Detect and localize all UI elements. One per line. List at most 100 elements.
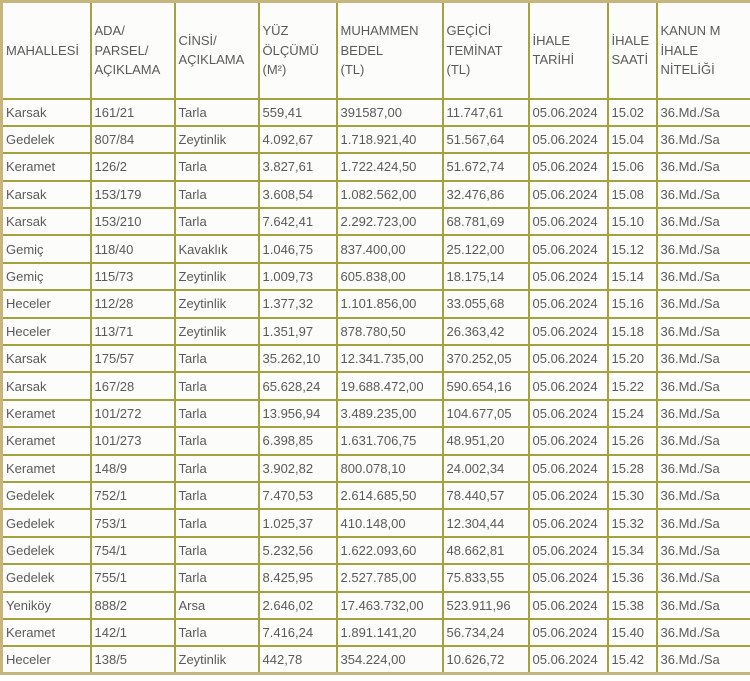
cell-mahallesi: Keramet bbox=[0, 426, 92, 456]
cell-teminat: 11.747,61 bbox=[441, 97, 530, 127]
cell-teminat: 10.626,72 bbox=[441, 645, 530, 675]
cell-teminat: 51.672,74 bbox=[441, 152, 530, 182]
cell-yuz: 7.642,41 bbox=[257, 207, 338, 237]
cell-yuz: 3.902,82 bbox=[257, 453, 338, 483]
cell-tarih: 05.06.2024 bbox=[527, 617, 609, 648]
cell-ada: 115/73 bbox=[89, 261, 176, 292]
cell-tarih: 05.06.2024 bbox=[527, 426, 609, 456]
cell-saat: 15.34 bbox=[606, 535, 658, 566]
cell-tarih: 05.06.2024 bbox=[527, 289, 609, 319]
cell-kanun: 36.Md./Sa bbox=[655, 207, 750, 237]
cell-kanun: 36.Md./Sa bbox=[655, 371, 750, 401]
cell-ada: 888/2 bbox=[89, 590, 176, 620]
cell-cinsi: Zeytinlik bbox=[173, 316, 260, 347]
table-row: Keramet 148/9 Tarla 3.902,82 800.078,10 24.00… bbox=[0, 453, 750, 483]
table-row: Keramet 101/272 Tarla 13.956,94 3.489.235,00… bbox=[0, 398, 750, 429]
cell-tarih: 05.06.2024 bbox=[527, 645, 609, 675]
table-row: Karsak 161/21 Tarla 559,41 391587,00 11.747,6… bbox=[0, 97, 750, 127]
cell-bedel: 354.224,00 bbox=[335, 645, 444, 675]
cell-tarih: 05.06.2024 bbox=[527, 508, 609, 538]
cell-saat: 15.30 bbox=[606, 480, 658, 511]
cell-tarih: 05.06.2024 bbox=[527, 563, 609, 593]
cell-teminat: 370.252,05 bbox=[441, 344, 530, 374]
cell-mahallesi: Karsak bbox=[0, 207, 92, 237]
cell-mahallesi: Karsak bbox=[0, 179, 92, 210]
cell-saat: 15.26 bbox=[606, 426, 658, 456]
cell-cinsi: Zeytinlik bbox=[173, 124, 260, 155]
table-row: Gemiç 118/40 Kavaklık 1.046,75 837.400,00 25.… bbox=[0, 234, 750, 264]
cell-ada: 101/272 bbox=[89, 398, 176, 429]
cell-yuz: 1.377,32 bbox=[257, 289, 338, 319]
cell-ada: 752/1 bbox=[89, 480, 176, 511]
cell-tarih: 05.06.2024 bbox=[527, 179, 609, 210]
cell-mahallesi: Yeniköy bbox=[0, 590, 92, 620]
cell-ada: 126/2 bbox=[89, 152, 176, 182]
cell-tarih: 05.06.2024 bbox=[527, 316, 609, 347]
cell-cinsi: Kavaklık bbox=[173, 234, 260, 264]
cell-tarih: 05.06.2024 bbox=[527, 344, 609, 374]
cell-mahallesi: Keramet bbox=[0, 398, 92, 429]
cell-saat: 15.12 bbox=[606, 234, 658, 264]
cell-bedel: 391587,00 bbox=[335, 97, 444, 127]
cell-tarih: 05.06.2024 bbox=[527, 590, 609, 620]
cell-tarih: 05.06.2024 bbox=[527, 453, 609, 483]
cell-ada: 754/1 bbox=[89, 535, 176, 566]
cell-bedel: 12.341.735,00 bbox=[335, 344, 444, 374]
cell-tarih: 05.06.2024 bbox=[527, 97, 609, 127]
cell-mahallesi: Keramet bbox=[0, 617, 92, 648]
cell-cinsi: Tarla bbox=[173, 371, 260, 401]
cell-kanun: 36.Md./Sa bbox=[655, 426, 750, 456]
cell-cinsi: Tarla bbox=[173, 617, 260, 648]
cell-yuz: 3.827,61 bbox=[257, 152, 338, 182]
table-row: Heceler 112/28 Zeytinlik 1.377,32 1.101.856,… bbox=[0, 289, 750, 319]
cell-yuz: 8.425,95 bbox=[257, 563, 338, 593]
cell-saat: 15.04 bbox=[606, 124, 658, 155]
cell-kanun: 36.Md./Sa bbox=[655, 535, 750, 566]
cell-teminat: 33.055,68 bbox=[441, 289, 530, 319]
cell-yuz: 35.262,10 bbox=[257, 344, 338, 374]
cell-ada: 753/1 bbox=[89, 508, 176, 538]
cell-ada: 807/84 bbox=[89, 124, 176, 155]
cell-yuz: 2.646,02 bbox=[257, 590, 338, 620]
cell-cinsi: Tarla bbox=[173, 207, 260, 237]
cell-teminat: 75.833,55 bbox=[441, 563, 530, 593]
cell-mahallesi: Karsak bbox=[0, 97, 92, 127]
column-header-ada: ADA/ PARSEL/ AÇIKLAMA bbox=[89, 0, 176, 100]
cell-bedel: 1.101.856,00 bbox=[335, 289, 444, 319]
cell-teminat: 26.363,42 bbox=[441, 316, 530, 347]
cell-ada: 113/71 bbox=[89, 316, 176, 347]
cell-tarih: 05.06.2024 bbox=[527, 152, 609, 182]
cell-bedel: 17.463.732,00 bbox=[335, 590, 444, 620]
cell-saat: 15.20 bbox=[606, 344, 658, 374]
cell-kanun: 36.Md./Sa bbox=[655, 152, 750, 182]
cell-yuz: 1.025,37 bbox=[257, 508, 338, 538]
cell-yuz: 1.351,97 bbox=[257, 316, 338, 347]
cell-teminat: 56.734,24 bbox=[441, 617, 530, 648]
cell-tarih: 05.06.2024 bbox=[527, 234, 609, 264]
cell-yuz: 7.416,24 bbox=[257, 617, 338, 648]
cell-kanun: 36.Md./Sa bbox=[655, 508, 750, 538]
cell-teminat: 104.677,05 bbox=[441, 398, 530, 429]
header-row: MAHALLESİ ADA/ PARSEL/ AÇIKLAMA CİNSİ/ AÇI… bbox=[0, 0, 750, 100]
cell-kanun: 36.Md./Sa bbox=[655, 316, 750, 347]
cell-saat: 15.38 bbox=[606, 590, 658, 620]
cell-yuz: 65.628,24 bbox=[257, 371, 338, 401]
cell-kanun: 36.Md./Sa bbox=[655, 289, 750, 319]
table-row: Karsak 153/210 Tarla 7.642,41 2.292.723,00 68… bbox=[0, 207, 750, 237]
cell-cinsi: Zeytinlik bbox=[173, 261, 260, 292]
cell-kanun: 36.Md./Sa bbox=[655, 453, 750, 483]
cell-mahallesi: Keramet bbox=[0, 152, 92, 182]
cell-bedel: 3.489.235,00 bbox=[335, 398, 444, 429]
cell-tarih: 05.06.2024 bbox=[527, 371, 609, 401]
cell-kanun: 36.Md./Sa bbox=[655, 590, 750, 620]
cell-kanun: 36.Md./Sa bbox=[655, 124, 750, 155]
cell-cinsi: Tarla bbox=[173, 344, 260, 374]
cell-bedel: 800.078,10 bbox=[335, 453, 444, 483]
column-header-teminat: GEÇİCİ TEMİNAT (TL) bbox=[441, 0, 530, 100]
cell-mahallesi: Gedelek bbox=[0, 563, 92, 593]
cell-mahallesi: Gemiç bbox=[0, 261, 92, 292]
cell-bedel: 1.082.562,00 bbox=[335, 179, 444, 210]
table-row: Gedelek 754/1 Tarla 5.232,56 1.622.093,60 48.… bbox=[0, 535, 750, 566]
cell-teminat: 12.304,44 bbox=[441, 508, 530, 538]
cell-yuz: 5.232,56 bbox=[257, 535, 338, 566]
